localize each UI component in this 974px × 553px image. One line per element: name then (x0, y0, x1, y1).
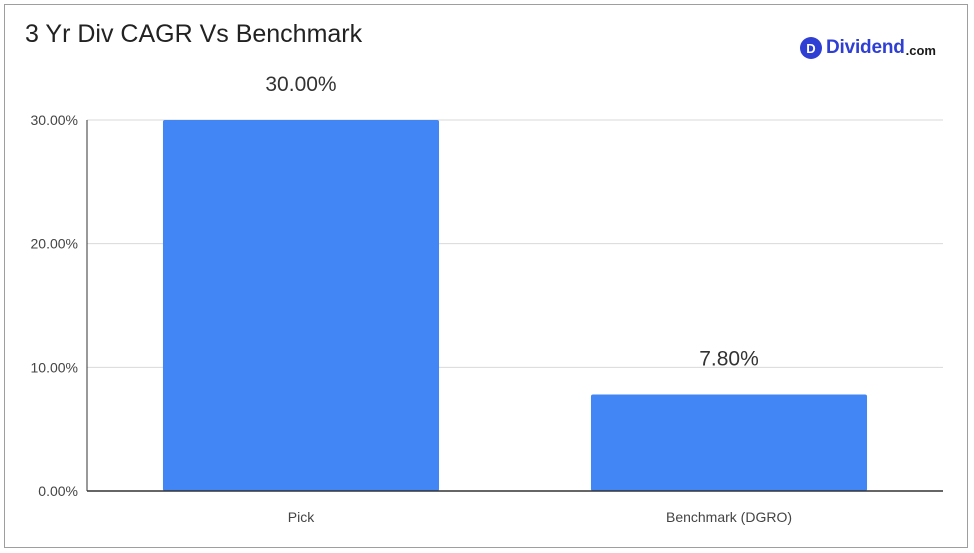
y-tick-label: 20.00% (31, 236, 78, 252)
chart-title: 3 Yr Div CAGR Vs Benchmark (25, 20, 363, 48)
y-tick-label: 0.00% (38, 483, 78, 499)
bar (162, 120, 440, 491)
dividend-logo-icon: D (800, 37, 822, 59)
logo-name: Dividend (826, 37, 905, 58)
x-tick-label: Benchmark (DGRO) (666, 509, 792, 525)
data-label: 7.80% (699, 348, 759, 371)
dividend-logo: D Dividend .com (800, 36, 936, 60)
y-tick-label: 10.00% (31, 359, 78, 375)
bar (590, 394, 868, 491)
logo-tld: .com (905, 42, 936, 58)
data-label: 30.00% (265, 73, 336, 96)
x-tick-label: Pick (288, 509, 315, 525)
y-tick-label: 30.00% (31, 112, 78, 128)
